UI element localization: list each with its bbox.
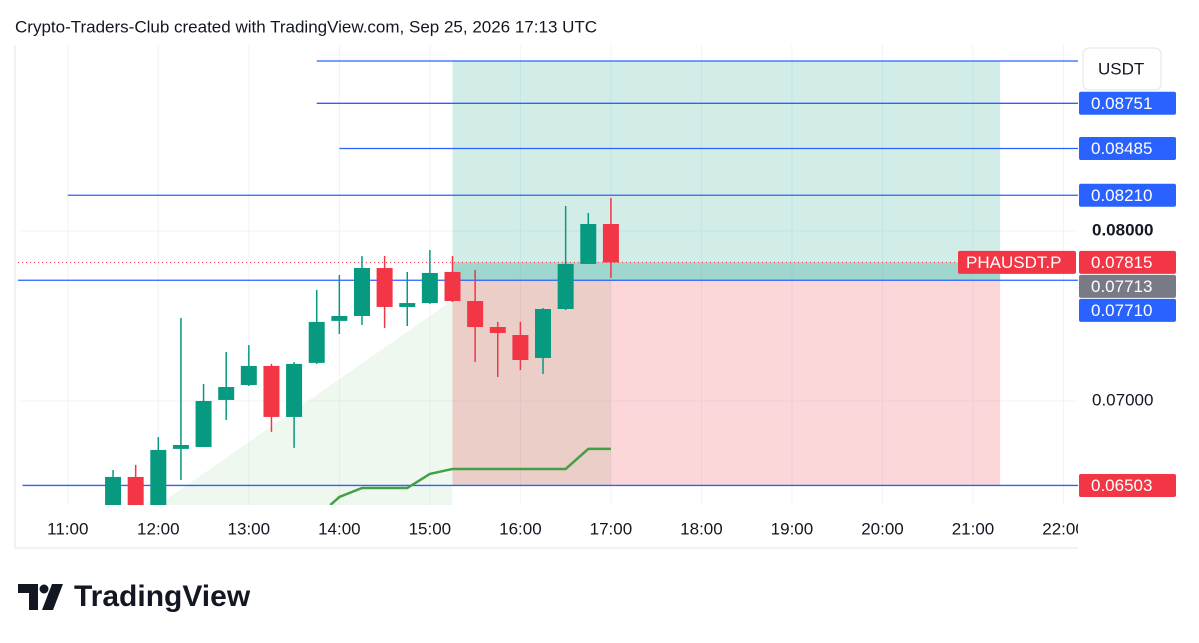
price-badge [1079,473,1176,497]
y-tick-label: 0.08000 [1092,220,1153,239]
candle-body [353,268,370,316]
candle-body [421,272,438,304]
price-badge [1079,183,1176,207]
plot-area [18,45,1078,505]
candle-body [535,308,552,358]
target-zone [452,60,1001,281]
candle-body [127,476,144,505]
price-badge [1079,298,1176,322]
price-axis: USDT 0.08000 0.07000 0.08751 0.08485 0.08210… [958,47,1176,497]
ma-line [329,447,611,505]
price-badge [1079,274,1176,298]
price-badge-label: 0.08751 [1091,94,1152,113]
candle-body [150,449,167,505]
logo-icon [39,584,49,594]
candle-body [218,387,235,400]
brand: TradingView [74,580,251,613]
x-tick-label: 11:00 [47,519,88,538]
candle-body [444,271,461,302]
candle-body [557,263,574,309]
candle-body [467,301,484,328]
candle-body [195,400,212,448]
candle-body [240,365,257,385]
price-badge-label: 0.08485 [1091,139,1152,158]
time-axis: 11:00 12:00 13:00 14:00 15:00 16:00 17:00 18:00… [47,519,1085,538]
candle-body [105,476,122,505]
symbol-label: PHAUSDT.P [966,253,1061,272]
x-tick-label: 14:00 [318,519,361,538]
price-badge-label: 0.07815 [1091,253,1152,272]
x-tick-label: 17:00 [590,519,633,538]
candle-body [331,315,348,321]
candle-body [308,321,325,363]
header-title: Crypto-Traders-Club created with Trading… [15,17,597,36]
symbol-badge [958,250,1076,274]
x-tick-label: 16:00 [499,519,542,538]
open-profit [452,262,1001,281]
x-tick-label: 20:00 [861,519,904,538]
logo: TradingView [18,580,251,613]
price-badge [1079,91,1176,115]
logo-icon [18,584,63,610]
price-badge [1079,137,1176,161]
x-tick-label: 19:00 [771,519,814,538]
x-tick-label: 13:00 [228,519,271,538]
price-badge-label: 0.08210 [1091,186,1152,205]
price-badge-label: 0.06503 [1091,476,1152,495]
candle-body [172,444,189,449]
candle-body [602,224,619,263]
x-tick-label: 15:00 [409,519,452,538]
candle-body [580,224,597,264]
candle-body [376,268,393,307]
x-tick-label: 21:00 [952,519,995,538]
x-tick-label: 22:00 [1042,519,1085,538]
x-tick-label: 12:00 [137,519,180,538]
candle-body [286,363,303,417]
candle-body [512,335,529,360]
candle-body [399,303,416,307]
currency: USDT [1098,59,1144,78]
price-badge [1079,250,1176,274]
price-badge-label: 0.07710 [1091,301,1152,320]
currency-box [1082,47,1162,91]
profit-shade [158,300,453,505]
y-tick-label: 0.07000 [1092,390,1153,409]
candle-body [263,365,280,417]
price-badge-label: 0.07713 [1091,277,1152,296]
x-tick-label: 18:00 [680,519,723,538]
candle-body [489,327,506,333]
